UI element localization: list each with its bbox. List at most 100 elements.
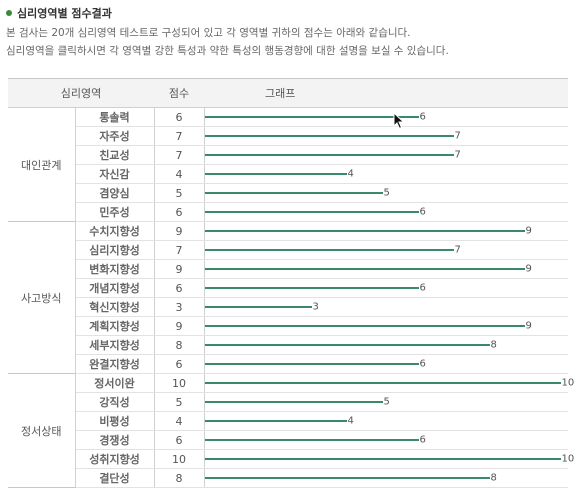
area-link[interactable]: 계획지향성 [75,316,155,336]
score-bar [204,325,525,327]
area-link[interactable]: 자주성 [75,126,155,146]
section-title: 심리영역별 점수결과 [6,5,112,21]
graph-cell: 10 [204,373,574,393]
bar-value-label: 7 [454,130,461,142]
table-row: 대인관계 통솔력 6 6 [8,107,569,222]
table-row: 자신감 4 4 [8,164,569,184]
score-bar [204,287,419,289]
header-graph: 그래프 [204,78,569,108]
score-cell: 5 [154,183,205,203]
area-link[interactable]: 정서이완 [75,373,155,393]
table-row: 완결지향성 6 6 [8,354,569,374]
table-row: 성취지향성 10 10 [8,449,574,469]
graph-cell: 6 [204,107,569,127]
area-link[interactable]: 혁신지향성 [75,297,155,317]
header-graph-label: 그래프 [265,87,296,100]
graph-cell: 8 [204,335,569,355]
score-cell: 6 [154,354,205,374]
area-link[interactable]: 심리지향성 [75,240,155,260]
area-link[interactable]: 완결지향성 [75,354,155,374]
graph-cell: 6 [204,202,569,222]
score-bar [204,363,419,365]
graph-cell: 7 [204,145,569,165]
area-link[interactable]: 성취지향성 [75,449,155,469]
score-cell: 7 [154,126,205,146]
score-table: 심리영역 점수 그래프 대인관계 통솔력 6 6 자주성 7 7 친교성 7 7 자신감 4 4 겸양심 5… [8,78,574,488]
bar-value-label: 5 [383,396,390,408]
table-row: 정서상태 정서이완 10 10 [8,373,574,488]
score-cell: 9 [154,259,205,279]
header-area: 심리영역 [8,78,155,108]
score-bar [204,230,525,232]
bar-value-label: 7 [454,244,461,256]
score-bar [204,116,419,118]
graph-cell: 10 [204,449,574,469]
bar-value-label: 9 [525,225,532,237]
graph-cell: 3 [204,297,569,317]
bar-value-label: 8 [490,472,497,484]
bullet-icon [6,10,12,16]
area-link[interactable]: 겸양심 [75,183,155,203]
graph-cell: 6 [204,354,569,374]
score-bar [204,401,383,403]
score-bar [204,306,312,308]
area-link[interactable]: 민주성 [75,202,155,222]
table-row: 사고방식 수치지향성 9 9 [8,221,569,374]
table-row: 혁신지향성 3 3 [8,297,569,317]
table-row: 심리지향성 7 7 [8,240,569,260]
bar-value-label: 3 [312,301,319,313]
score-bar [204,382,561,384]
area-link[interactable]: 세부지향성 [75,335,155,355]
score-bar [204,439,419,441]
score-cell: 9 [154,316,205,336]
score-cell: 4 [154,411,205,431]
score-cell: 7 [154,145,205,165]
score-bar [204,458,561,460]
table-row: 민주성 6 6 [8,202,569,222]
bar-value-label: 6 [419,358,426,370]
mouse-cursor-icon [393,112,405,130]
category-cell: 대인관계 [8,107,76,222]
bar-value-label: 4 [347,415,354,427]
area-link[interactable]: 비평성 [75,411,155,431]
table-row: 강직성 5 5 [8,392,569,412]
section-title-text: 심리영역별 점수결과 [17,7,112,20]
score-cell: 6 [154,278,205,298]
graph-cell: 7 [204,126,569,146]
area-link[interactable]: 수치지향성 [75,221,155,241]
score-bar [204,135,454,137]
score-bar [204,154,454,156]
score-bar [204,211,419,213]
bar-value-label: 6 [419,206,426,218]
area-link[interactable]: 개념지향성 [75,278,155,298]
graph-cell: 7 [204,240,569,260]
score-cell: 6 [154,430,205,450]
header-score: 점수 [154,78,205,108]
area-link[interactable]: 변화지향성 [75,259,155,279]
score-cell: 9 [154,221,205,241]
area-link[interactable]: 결단성 [75,468,155,488]
bar-value-label: 7 [454,149,461,161]
area-link[interactable]: 친교성 [75,145,155,165]
graph-cell: 5 [204,183,569,203]
description-line-2: 심리영역을 클릭하시면 각 영역별 강한 특성과 약한 특성의 행동경향에 대한… [6,45,449,57]
graph-cell: 9 [204,316,569,336]
bar-value-label: 6 [419,434,426,446]
table-row: 비평성 4 4 [8,411,569,431]
area-link[interactable]: 경쟁성 [75,430,155,450]
table-row: 개념지향성 6 6 [8,278,569,298]
area-link[interactable]: 자신감 [75,164,155,184]
category-cell: 사고방식 [8,221,76,374]
bar-value-label: 6 [419,282,426,294]
category-cell: 정서상태 [8,373,76,488]
table-body: 대인관계 통솔력 6 6 자주성 7 7 친교성 7 7 자신감 4 4 겸양심 5 5 민주성 6 6 사고방식 수치… [8,107,574,488]
score-bar [204,192,383,194]
score-bar [204,249,454,251]
score-bar [204,420,347,422]
area-link[interactable]: 강직성 [75,392,155,412]
score-cell: 4 [154,164,205,184]
score-cell: 10 [154,449,205,469]
area-link[interactable]: 통솔력 [75,107,155,127]
description-line-1: 본 검사는 20개 심리영역 테스트로 구성되어 있고 각 영역별 귀하의 점수… [6,27,411,39]
table-row: 친교성 7 7 [8,145,569,165]
